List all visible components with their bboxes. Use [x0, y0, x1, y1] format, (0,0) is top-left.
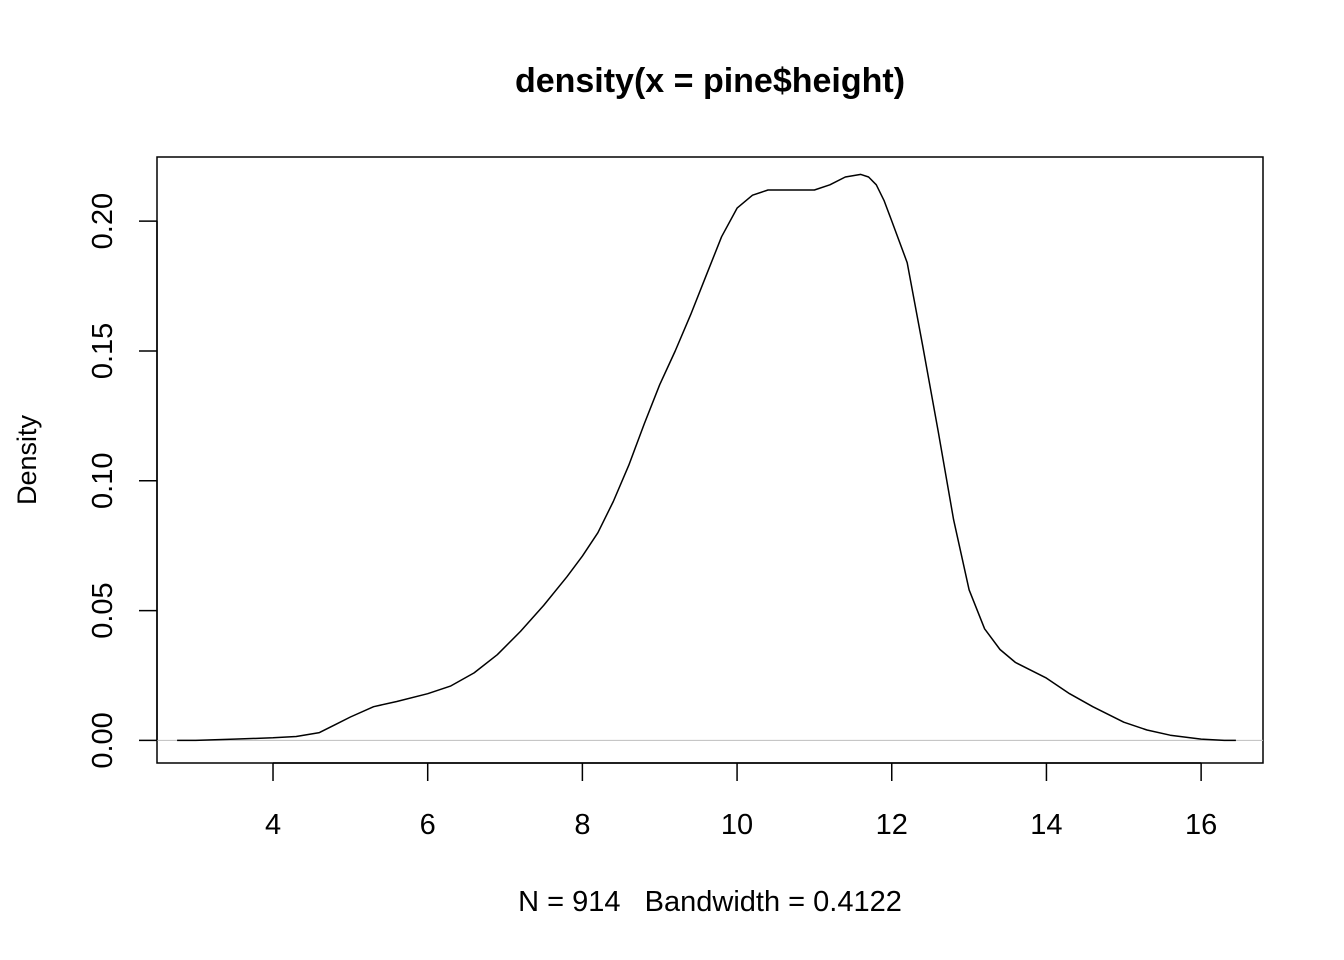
- x-tick-label: 14: [1030, 809, 1062, 841]
- x-tick-label: 10: [721, 809, 753, 841]
- x-tick-label: 4: [265, 809, 281, 841]
- y-tick-label: 0.15: [87, 323, 119, 379]
- chart-title: density(x = pine$height): [515, 62, 905, 100]
- y-axis: 0.00 0.05 0.10 0.15 0.20: [87, 193, 158, 769]
- y-tick-label: 0.00: [87, 712, 119, 768]
- x-tick-label: 12: [876, 809, 908, 841]
- y-tick-label: 0.20: [87, 193, 119, 249]
- x-axis: 4 6 8 10 12 14 16: [265, 762, 1217, 841]
- density-curve: [177, 173, 1236, 742]
- y-tick-label: 0.05: [87, 582, 119, 638]
- x-tick-label: 8: [574, 809, 590, 841]
- x-axis-label: N = 914 Bandwidth = 0.4122: [518, 886, 902, 918]
- plot-frame: [156, 156, 1264, 764]
- x-tick-label: 16: [1185, 809, 1217, 841]
- x-tick-label: 6: [420, 809, 436, 841]
- y-axis-label: Density: [12, 414, 42, 505]
- y-tick-label: 0.10: [87, 453, 119, 509]
